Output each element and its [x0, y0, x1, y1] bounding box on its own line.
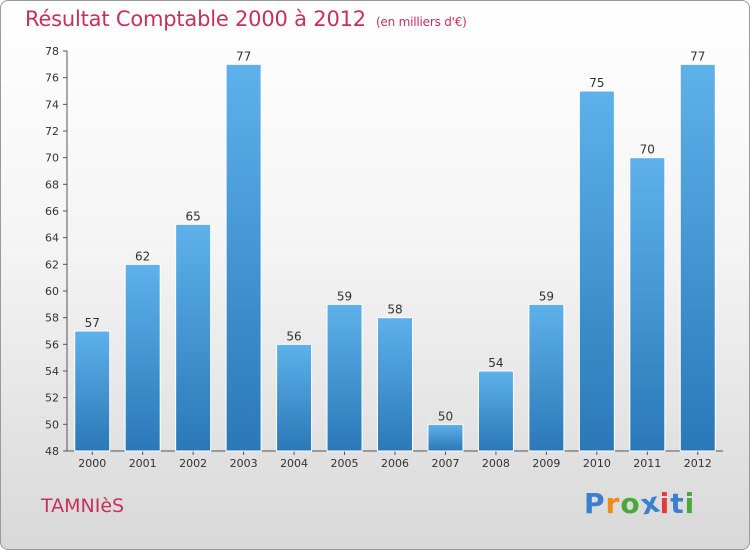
y-tick-label: 48 [45, 445, 59, 458]
x-tick-label: 2005 [331, 457, 359, 470]
y-tick-label: 56 [45, 338, 59, 351]
data-label: 54 [488, 356, 503, 370]
y-tick-label: 62 [45, 258, 59, 271]
bar-2001 [124, 263, 161, 452]
y-tick-label: 58 [45, 312, 59, 325]
y-tick-label: 78 [45, 45, 59, 58]
y-tick-label: 50 [45, 418, 59, 431]
data-label: 56 [286, 329, 301, 343]
bar-2007 [427, 423, 464, 452]
bar-2003 [225, 63, 262, 452]
bar-2004 [276, 343, 313, 452]
chart-axes: 48 50 52 54 56 58 60 62 64 66 68 70 72 74 76 78 2000 2001… [45, 45, 723, 470]
chart-subtitle: (en milliers d'€) [375, 15, 467, 29]
x-tick-label: 2004 [280, 457, 308, 470]
chart-data-labels: 57 62 65 77 56 59 58 50 54 59 75 70 77 [85, 49, 706, 423]
y-tick-label: 54 [45, 365, 59, 378]
chart-title: Résultat Comptable 2000 à 2012 (en millie… [25, 7, 467, 31]
logo-letter: i [659, 487, 671, 520]
chart-bars [74, 63, 716, 452]
y-tick-label: 76 [45, 72, 59, 85]
x-tick-label: 2009 [532, 457, 560, 470]
y-tick-label: 66 [45, 205, 59, 218]
x-tick-label: 2008 [482, 457, 510, 470]
y-tick-label: 64 [45, 232, 59, 245]
x-tick-label: 2011 [633, 457, 661, 470]
logo-letter: P [584, 487, 606, 520]
bar-2010 [578, 90, 615, 452]
x-tick-label: 2003 [230, 457, 258, 470]
proxiti-logo[interactable]: Proxiti [584, 485, 696, 521]
x-tick-label: 2007 [431, 457, 459, 470]
logo-letter: i [684, 487, 696, 520]
data-label: 62 [135, 249, 150, 263]
data-label: 77 [690, 49, 705, 63]
bar-2000 [74, 330, 111, 452]
bar-2012 [679, 63, 716, 452]
data-label: 57 [85, 316, 100, 330]
data-label: 58 [387, 303, 402, 317]
commune-name: TAMNIèS [41, 495, 125, 517]
bar-2009 [528, 303, 565, 452]
y-tick-label: 60 [45, 285, 59, 298]
bar-2002 [175, 223, 212, 452]
x-tick-label: 2001 [129, 457, 157, 470]
data-label: 65 [186, 209, 201, 223]
y-tick-label: 52 [45, 392, 59, 405]
data-label: 59 [337, 289, 352, 303]
bar-2011 [629, 157, 666, 452]
bar-2005 [326, 303, 363, 452]
data-label: 77 [236, 49, 251, 63]
bar-2006 [377, 317, 413, 452]
data-label: 59 [539, 289, 554, 303]
logo-letter: r [605, 487, 621, 520]
logo-letter: o [620, 487, 641, 520]
chart-title-text: Résultat Comptable 2000 à 2012 [25, 7, 366, 31]
y-tick-label: 74 [45, 98, 59, 111]
x-tick-label: 2010 [583, 457, 611, 470]
x-tick-label: 2006 [381, 457, 409, 470]
x-tick-label: 2002 [179, 457, 207, 470]
data-label: 70 [640, 143, 655, 157]
x-tick-label: 2012 [684, 457, 712, 470]
y-tick-label: 72 [45, 125, 59, 138]
bar-2008 [477, 370, 514, 452]
x-tick-label: 2000 [78, 457, 106, 470]
y-tick-label: 70 [45, 152, 59, 165]
y-tick-label: 68 [45, 178, 59, 191]
data-label: 50 [438, 409, 453, 423]
logo-letter: t [670, 487, 685, 520]
data-label: 75 [589, 76, 604, 90]
